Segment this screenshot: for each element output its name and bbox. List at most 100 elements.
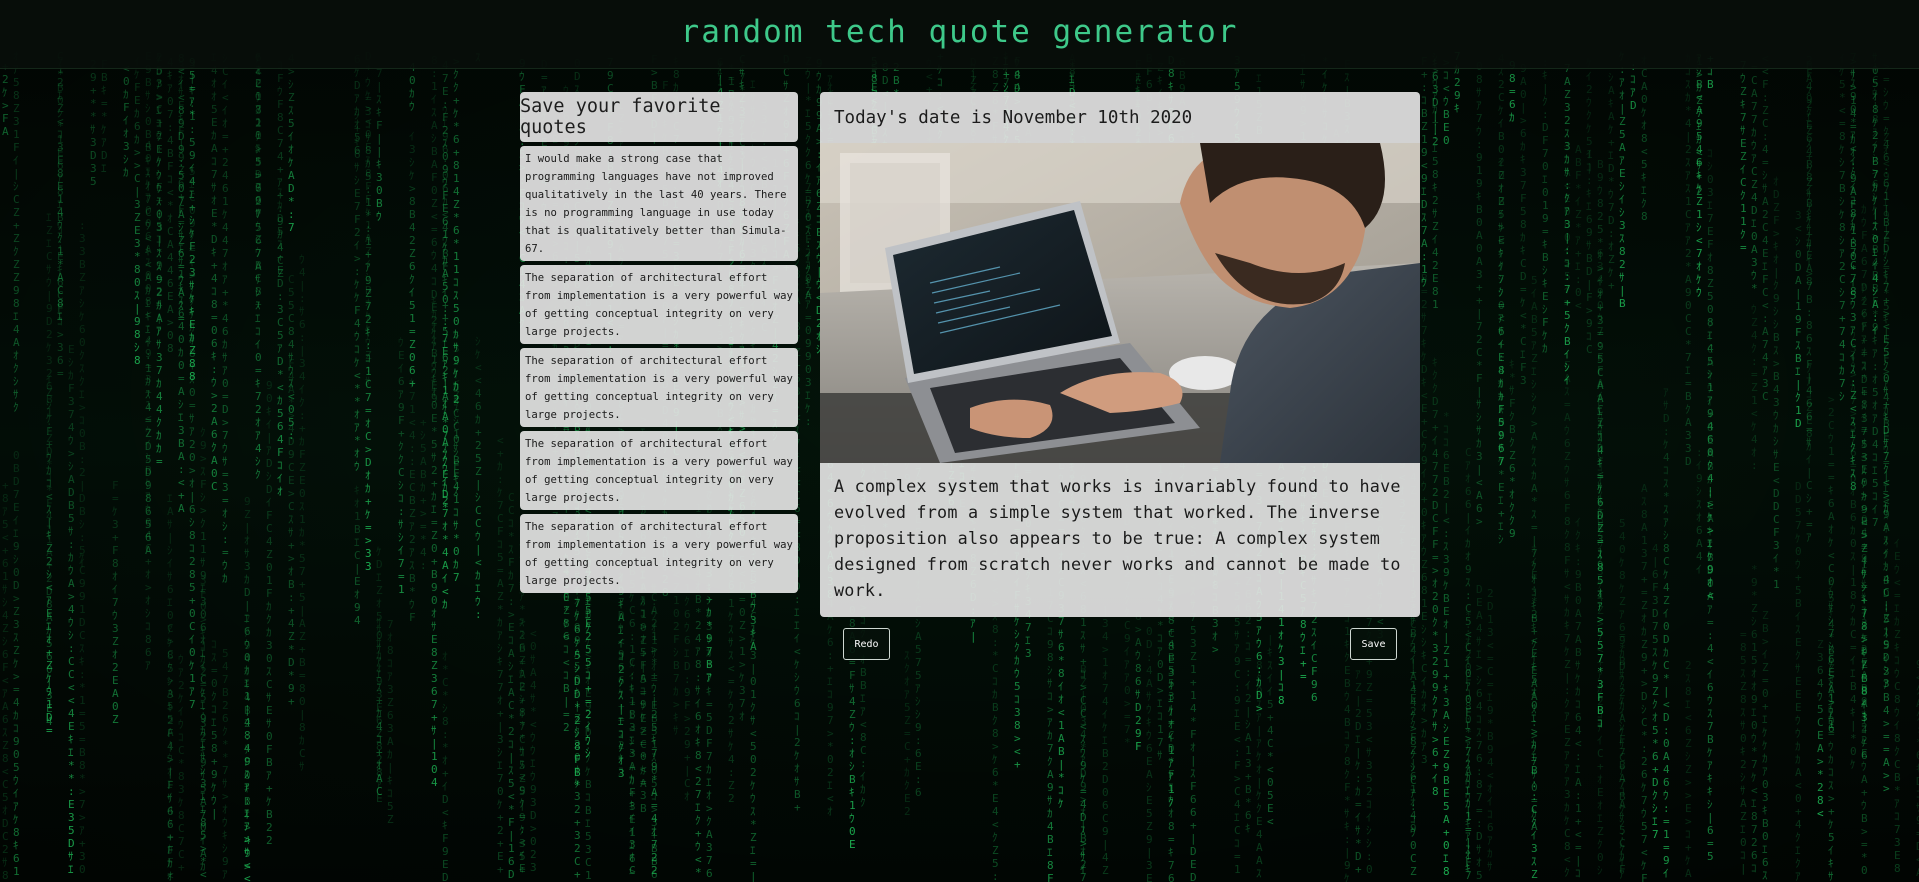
svg-text:E: E [519, 681, 526, 694]
svg-text:ｲ: ｲ [629, 812, 635, 825]
svg-text:ｳ: ｳ [178, 653, 184, 666]
svg-text:ｴ: ｴ [431, 503, 437, 516]
svg-text:ｽ: ｽ [409, 559, 415, 572]
svg-text:ｸ: ｸ [695, 814, 701, 827]
svg-text:Z: Z [46, 224, 53, 237]
svg-text:+: + [46, 646, 53, 659]
svg-text:2: 2 [46, 328, 53, 341]
svg-text:8: 8 [1135, 662, 1142, 675]
svg-text:>: > [13, 670, 20, 683]
svg-text:ｶ: ｶ [156, 299, 162, 312]
svg-text:*: * [827, 740, 834, 753]
svg-text:=: = [255, 364, 262, 377]
svg-text:ｸ: ｸ [992, 714, 998, 727]
svg-text:*: * [442, 416, 449, 429]
favorite-quote-item[interactable]: The separation of architectural effort f… [520, 431, 798, 510]
svg-text:8: 8 [453, 159, 460, 172]
svg-text:>: > [189, 269, 196, 282]
svg-text:ｹ: ｹ [618, 687, 624, 700]
svg-text:5: 5 [1014, 680, 1021, 693]
svg-text:=: = [222, 130, 229, 143]
svg-text:*: * [706, 659, 713, 672]
svg-text:8: 8 [13, 826, 20, 839]
svg-text:*: * [640, 751, 647, 764]
svg-text:*: * [442, 663, 449, 676]
svg-text:A: A [442, 267, 449, 280]
favorite-quote-item[interactable]: The separation of architectural effort f… [520, 348, 798, 427]
svg-text:9: 9 [563, 136, 570, 149]
svg-text:0: 0 [1410, 839, 1417, 852]
svg-text:+: + [695, 827, 702, 840]
svg-text:ｺ: ｺ [860, 614, 866, 627]
svg-text:9: 9 [178, 117, 185, 130]
svg-text:<: < [530, 627, 537, 640]
svg-text:ｺ: ｺ [57, 315, 63, 328]
svg-text:8: 8 [1168, 820, 1175, 833]
svg-text:ｴ: ｴ [805, 389, 811, 402]
redo-button[interactable]: Redo [843, 628, 890, 660]
svg-text:5: 5 [431, 438, 438, 451]
svg-text:F: F [200, 587, 207, 600]
svg-text:+: + [497, 707, 504, 720]
svg-text:0: 0 [1157, 658, 1164, 671]
svg-text:8: 8 [1168, 640, 1175, 653]
svg-text:<: < [585, 648, 592, 661]
svg-text:ｽ: ｽ [761, 256, 767, 269]
svg-text:8: 8 [563, 617, 570, 630]
svg-text:ｴ: ｴ [200, 699, 206, 712]
svg-text:ｹ: ｹ [739, 671, 745, 684]
svg-text:5: 5 [68, 512, 75, 525]
svg-text:ｹ: ｹ [574, 777, 580, 790]
svg-text:>: > [200, 842, 207, 855]
favorite-quote-item[interactable]: The separation of architectural effort f… [520, 514, 798, 593]
svg-text:ｶ: ｶ [497, 460, 503, 473]
svg-text::: : [475, 608, 482, 621]
svg-text:2: 2 [222, 699, 229, 712]
svg-text::: : [79, 668, 86, 681]
svg-text:ｲ: ｲ [409, 130, 415, 143]
svg-text:8: 8 [178, 809, 185, 822]
favorite-quote-item[interactable]: The separation of architectural effort f… [520, 265, 798, 344]
svg-text:2: 2 [475, 439, 482, 452]
svg-text:Z: Z [640, 725, 647, 738]
svg-text:ｷ: ｷ [431, 295, 437, 308]
svg-text:+: + [299, 578, 306, 591]
save-button[interactable]: Save [1350, 628, 1397, 660]
svg-text:ｸ: ｸ [13, 401, 19, 414]
svg-text::: : [365, 183, 372, 196]
svg-text:F: F [57, 302, 64, 315]
svg-text:9: 9 [706, 632, 713, 645]
svg-text:ｲ: ｲ [453, 368, 459, 381]
svg-text::: : [992, 870, 999, 882]
svg-text:+: + [926, 83, 933, 96]
svg-text:C: C [651, 591, 658, 604]
svg-text:|: | [266, 431, 273, 444]
svg-text:E: E [376, 792, 383, 805]
svg-text:4: 4 [156, 403, 163, 416]
svg-text:|: | [651, 695, 658, 708]
favorite-quote-item[interactable]: I would make a strong case that programm… [520, 146, 798, 261]
svg-text:E: E [277, 264, 284, 277]
svg-text:0: 0 [299, 695, 306, 708]
svg-text:9: 9 [244, 847, 251, 860]
svg-text:4: 4 [145, 529, 152, 542]
svg-text:6: 6 [255, 194, 262, 207]
svg-text:ｹ: ｹ [79, 310, 85, 323]
svg-text:6: 6 [442, 351, 449, 364]
svg-text:2: 2 [156, 285, 163, 298]
svg-text:*: * [200, 855, 207, 868]
svg-text:ｵ: ｵ [354, 118, 360, 131]
svg-text:ｴ: ｴ [1168, 692, 1174, 705]
svg-text:*: * [651, 773, 658, 786]
svg-text:|: | [1355, 746, 1362, 759]
svg-text:4: 4 [431, 262, 438, 275]
svg-text:E: E [134, 224, 141, 237]
svg-text:4: 4 [1234, 798, 1241, 811]
svg-text:ｳ: ｳ [156, 130, 162, 143]
svg-text:ｽ: ｽ [629, 657, 635, 670]
svg-text:0: 0 [453, 433, 460, 446]
svg-text:2: 2 [442, 124, 449, 137]
svg-text:ｽ: ｽ [442, 442, 448, 455]
svg-text:Z: Z [1080, 676, 1087, 689]
svg-text:|: | [816, 265, 823, 278]
